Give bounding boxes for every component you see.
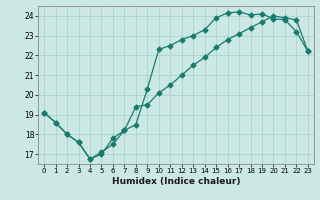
- X-axis label: Humidex (Indice chaleur): Humidex (Indice chaleur): [112, 177, 240, 186]
